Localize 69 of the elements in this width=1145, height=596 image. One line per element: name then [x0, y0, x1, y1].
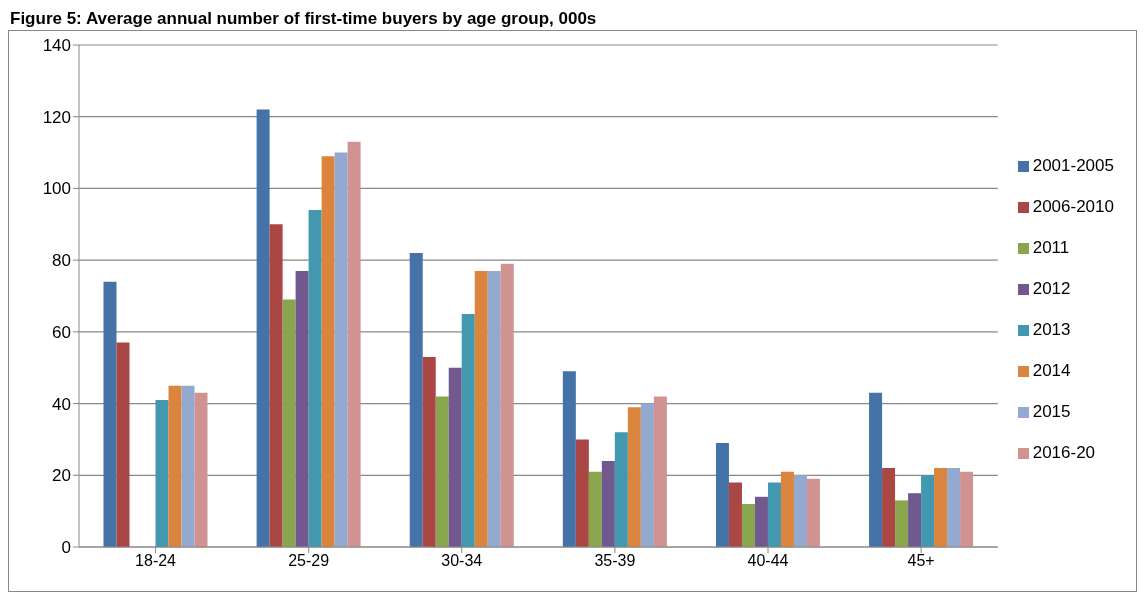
- bar: [895, 500, 909, 547]
- x-tick-label: 30-34: [441, 552, 483, 570]
- x-tick-label: 35-39: [594, 552, 636, 570]
- bar: [422, 356, 436, 547]
- y-tick-label: 0: [61, 538, 71, 558]
- bar: [741, 503, 755, 547]
- bar: [474, 270, 488, 547]
- bar: [308, 209, 322, 547]
- y-tick-label: 60: [52, 322, 71, 342]
- y-tick-label: 80: [52, 251, 71, 271]
- bar: [116, 342, 130, 547]
- legend-label: 2016-20: [1032, 443, 1096, 462]
- x-tick-label: 45+: [907, 552, 935, 570]
- bar: [806, 478, 820, 547]
- bar: [282, 299, 296, 547]
- bar: [754, 496, 768, 547]
- bar: [960, 471, 974, 547]
- bar: [921, 475, 935, 547]
- bar: [767, 482, 781, 547]
- bar: [487, 270, 501, 547]
- bar: [103, 281, 117, 547]
- legend-label: 2012: [1032, 279, 1071, 298]
- chart-title: Figure 5: Average annual number of first-time buyers by age group, 000s: [9, 8, 598, 30]
- y-tick-label: 140: [42, 36, 71, 56]
- bar: [601, 460, 615, 547]
- legend-label: 2011: [1032, 238, 1070, 257]
- bar: [627, 407, 641, 547]
- legend-label: 2014: [1032, 361, 1071, 380]
- legend-label: 2001-2005: [1032, 156, 1114, 175]
- bar: [295, 270, 309, 547]
- bar: [934, 468, 948, 547]
- x-tick-label: 18-24: [135, 552, 177, 570]
- bar: [562, 371, 576, 547]
- y-tick-label: 120: [42, 107, 71, 127]
- x-tick-label: 40-44: [747, 552, 789, 570]
- bar: [869, 392, 883, 547]
- x-tick-label: 25-29: [288, 552, 330, 570]
- bar: [947, 468, 961, 547]
- bar: [256, 109, 270, 547]
- bar: [448, 367, 462, 547]
- y-tick-label: 40: [52, 394, 71, 414]
- bar: [461, 313, 475, 547]
- bar: [321, 156, 335, 547]
- bar: [653, 396, 667, 547]
- bar: [882, 468, 896, 547]
- bar: [500, 263, 514, 547]
- y-tick-label: 20: [52, 466, 71, 486]
- bar: [793, 475, 807, 547]
- legend-label: 2006-2010: [1032, 197, 1114, 216]
- bar: [194, 392, 208, 547]
- bar: [588, 471, 602, 547]
- bar: [640, 403, 654, 547]
- bar: [435, 396, 449, 547]
- legend-label: 2015: [1032, 402, 1071, 421]
- legend-label: 2013: [1032, 320, 1071, 339]
- bar: [168, 385, 182, 547]
- bar: [728, 482, 742, 547]
- bar: [908, 493, 922, 547]
- bar: [155, 399, 169, 547]
- bar: [780, 471, 794, 547]
- bar: [347, 141, 361, 547]
- bar: [614, 432, 628, 547]
- bar: [269, 224, 283, 547]
- bar: [715, 443, 729, 547]
- bar: [409, 252, 423, 547]
- y-tick-label: 100: [42, 179, 71, 199]
- bar: [334, 152, 348, 547]
- bar: [181, 385, 195, 547]
- bar: [575, 439, 589, 547]
